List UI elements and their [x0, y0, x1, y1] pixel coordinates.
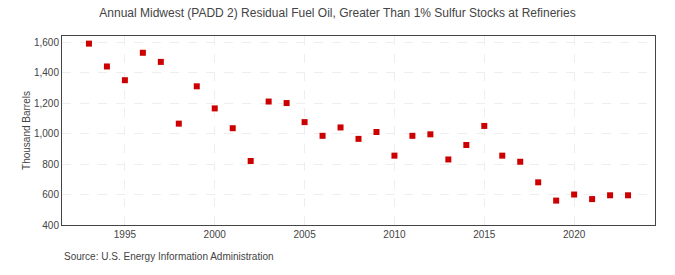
svg-text:Source: U.S. Energy Informatio: Source: U.S. Energy Information Administ… — [64, 251, 274, 262]
svg-text:Annual Midwest (PADD 2) Residu: Annual Midwest (PADD 2) Residual Fuel Oi… — [99, 6, 575, 20]
svg-text:1,400: 1,400 — [34, 67, 59, 78]
svg-text:Thousand Barrels: Thousand Barrels — [21, 91, 32, 170]
svg-text:2010: 2010 — [383, 229, 406, 240]
svg-text:2005: 2005 — [293, 229, 316, 240]
svg-text:600: 600 — [42, 189, 59, 200]
svg-text:400: 400 — [42, 220, 59, 231]
svg-text:2000: 2000 — [204, 229, 227, 240]
svg-text:800: 800 — [42, 159, 59, 170]
svg-text:1,200: 1,200 — [34, 98, 59, 109]
svg-text:2015: 2015 — [473, 229, 496, 240]
svg-text:1995: 1995 — [114, 229, 137, 240]
svg-text:1,000: 1,000 — [34, 128, 59, 139]
svg-text:2020: 2020 — [563, 229, 586, 240]
svg-text:1,600: 1,600 — [34, 37, 59, 48]
